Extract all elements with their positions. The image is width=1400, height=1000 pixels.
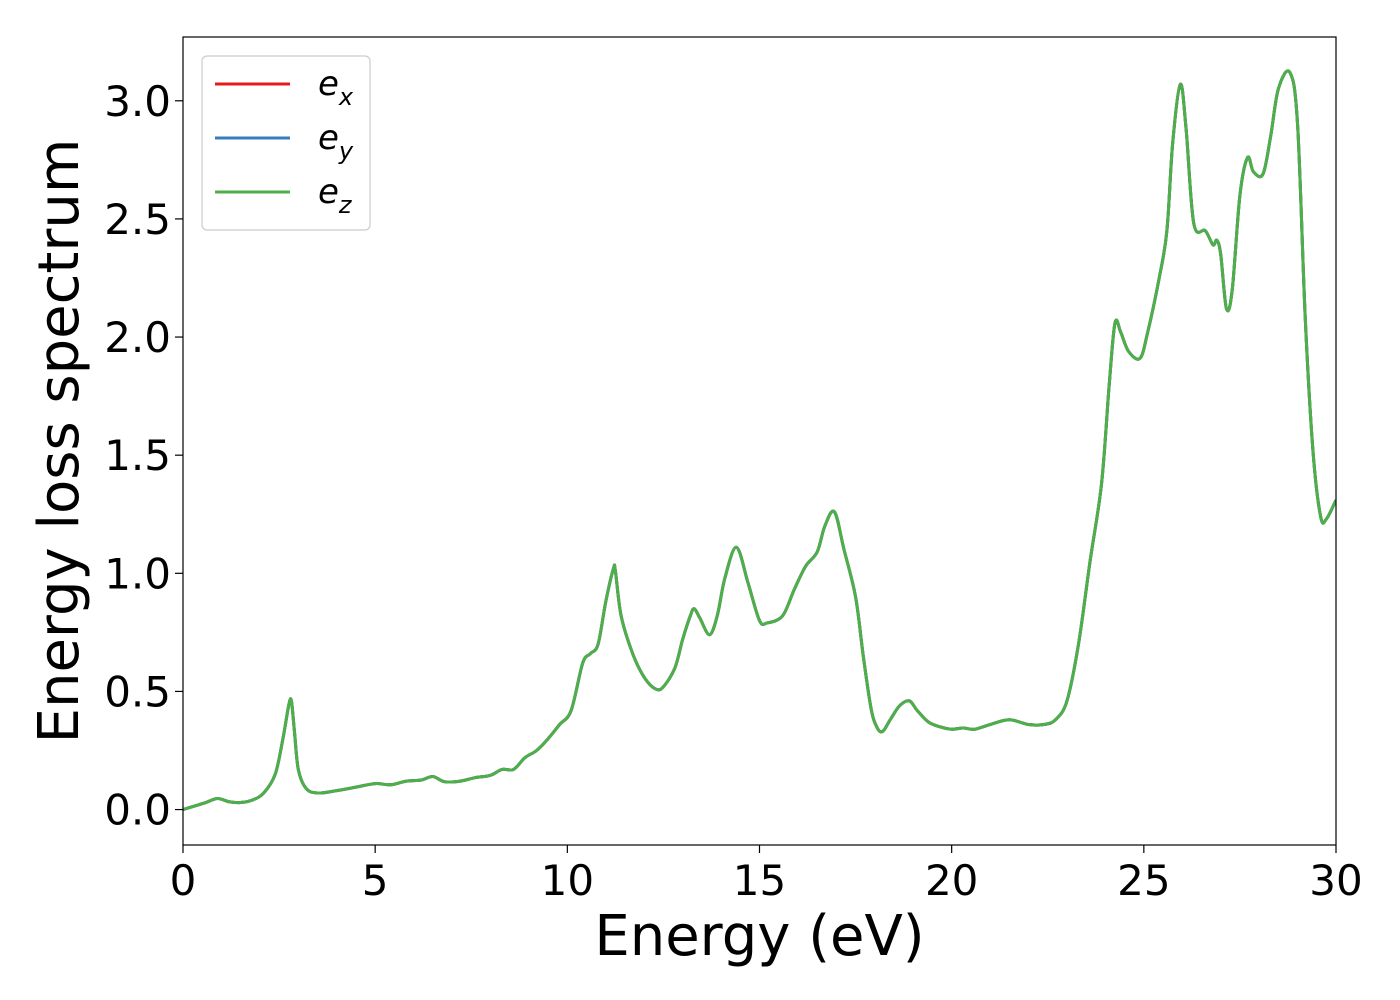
y-tick-label: 1.5 xyxy=(104,431,171,480)
series-layer xyxy=(183,69,1336,811)
x-tick-label: 10 xyxy=(541,856,594,905)
legend-items: ex ey ez xyxy=(215,64,354,219)
legend-label-z: ez xyxy=(318,172,353,219)
y-tick-label: 0.0 xyxy=(104,786,171,835)
y-tick-label: 1.0 xyxy=(104,549,171,598)
legend-box xyxy=(201,55,371,231)
series-line-z xyxy=(183,69,1336,811)
y-tick-label: 3.0 xyxy=(104,77,171,126)
y-tick-label: 2.5 xyxy=(104,195,171,244)
y-axis-label: Energy loss spectrum xyxy=(27,139,92,744)
x-tick-label: 5 xyxy=(362,856,389,905)
legend-label-x: ex xyxy=(318,64,354,111)
x-tick-label: 0 xyxy=(170,856,197,905)
legend-label-y: ey xyxy=(318,118,354,165)
x-tick-label: 30 xyxy=(1309,856,1362,905)
x-tick-label: 25 xyxy=(1117,856,1170,905)
x-axis-label: Energy (eV) xyxy=(594,904,924,969)
x-tick-label: 15 xyxy=(733,856,786,905)
legend: ex ey ez xyxy=(201,55,371,231)
y-axis-ticks: 0.0 0.5 1.0 1.5 2.0 2.5 3.0 xyxy=(104,77,183,835)
x-axis-ticks: 0 5 10 15 20 25 30 xyxy=(170,845,1363,905)
y-tick-label: 0.5 xyxy=(104,667,171,716)
y-tick-label: 2.0 xyxy=(104,313,171,362)
x-tick-label: 20 xyxy=(925,856,978,905)
